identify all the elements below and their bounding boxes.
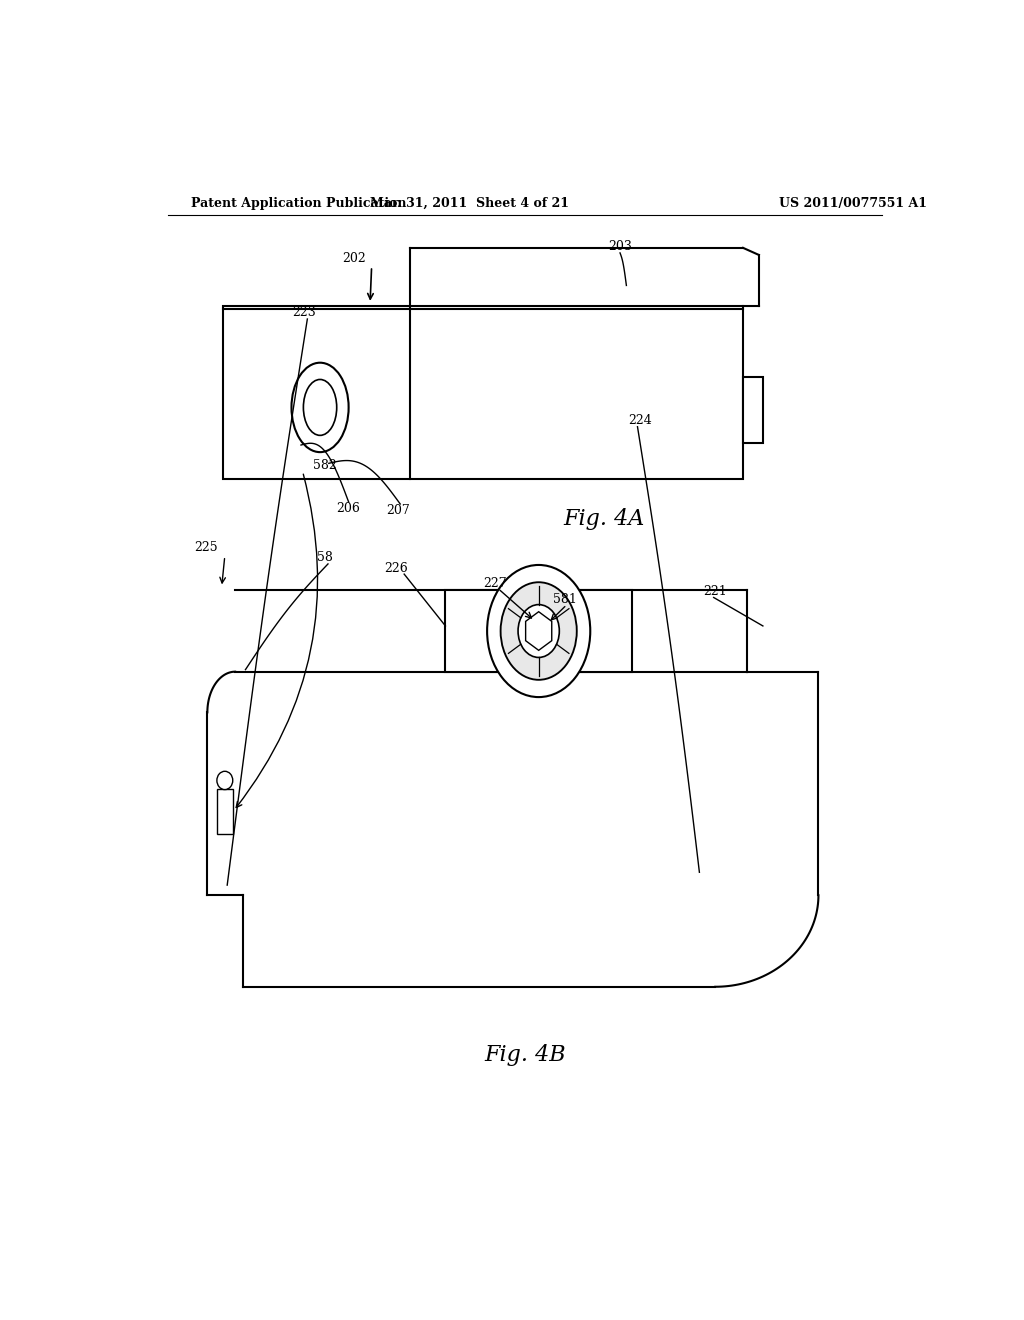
Text: 227: 227 bbox=[483, 577, 507, 590]
Text: 582: 582 bbox=[313, 459, 337, 471]
Circle shape bbox=[518, 605, 559, 657]
Ellipse shape bbox=[303, 379, 337, 436]
Text: 221: 221 bbox=[703, 585, 727, 598]
Text: Mar. 31, 2011  Sheet 4 of 21: Mar. 31, 2011 Sheet 4 of 21 bbox=[370, 197, 568, 210]
Text: 203: 203 bbox=[608, 240, 632, 253]
Ellipse shape bbox=[217, 771, 232, 789]
Bar bbox=[223, 306, 743, 479]
Text: Fig. 4B: Fig. 4B bbox=[484, 1044, 565, 1065]
Text: 207: 207 bbox=[386, 503, 410, 516]
Bar bbox=[445, 590, 632, 672]
Ellipse shape bbox=[292, 363, 348, 453]
Text: US 2011/0077551 A1: US 2011/0077551 A1 bbox=[778, 197, 927, 210]
Polygon shape bbox=[525, 611, 552, 651]
Text: 224: 224 bbox=[628, 414, 651, 428]
Text: 58: 58 bbox=[316, 552, 333, 565]
Bar bbox=[217, 788, 232, 834]
Circle shape bbox=[501, 582, 577, 680]
Text: 581: 581 bbox=[553, 593, 577, 606]
Text: 226: 226 bbox=[384, 561, 409, 574]
Text: Fig. 4A: Fig. 4A bbox=[563, 508, 645, 531]
Text: 202: 202 bbox=[342, 252, 366, 264]
Bar bbox=[743, 378, 763, 444]
Text: 223: 223 bbox=[292, 306, 316, 319]
Text: Patent Application Publication: Patent Application Publication bbox=[191, 197, 407, 210]
Circle shape bbox=[487, 565, 590, 697]
Text: 206: 206 bbox=[337, 502, 360, 515]
Text: 225: 225 bbox=[194, 541, 217, 554]
